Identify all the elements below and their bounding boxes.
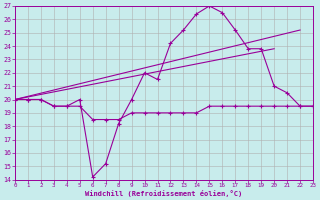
X-axis label: Windchill (Refroidissement éolien,°C): Windchill (Refroidissement éolien,°C)	[85, 190, 243, 197]
